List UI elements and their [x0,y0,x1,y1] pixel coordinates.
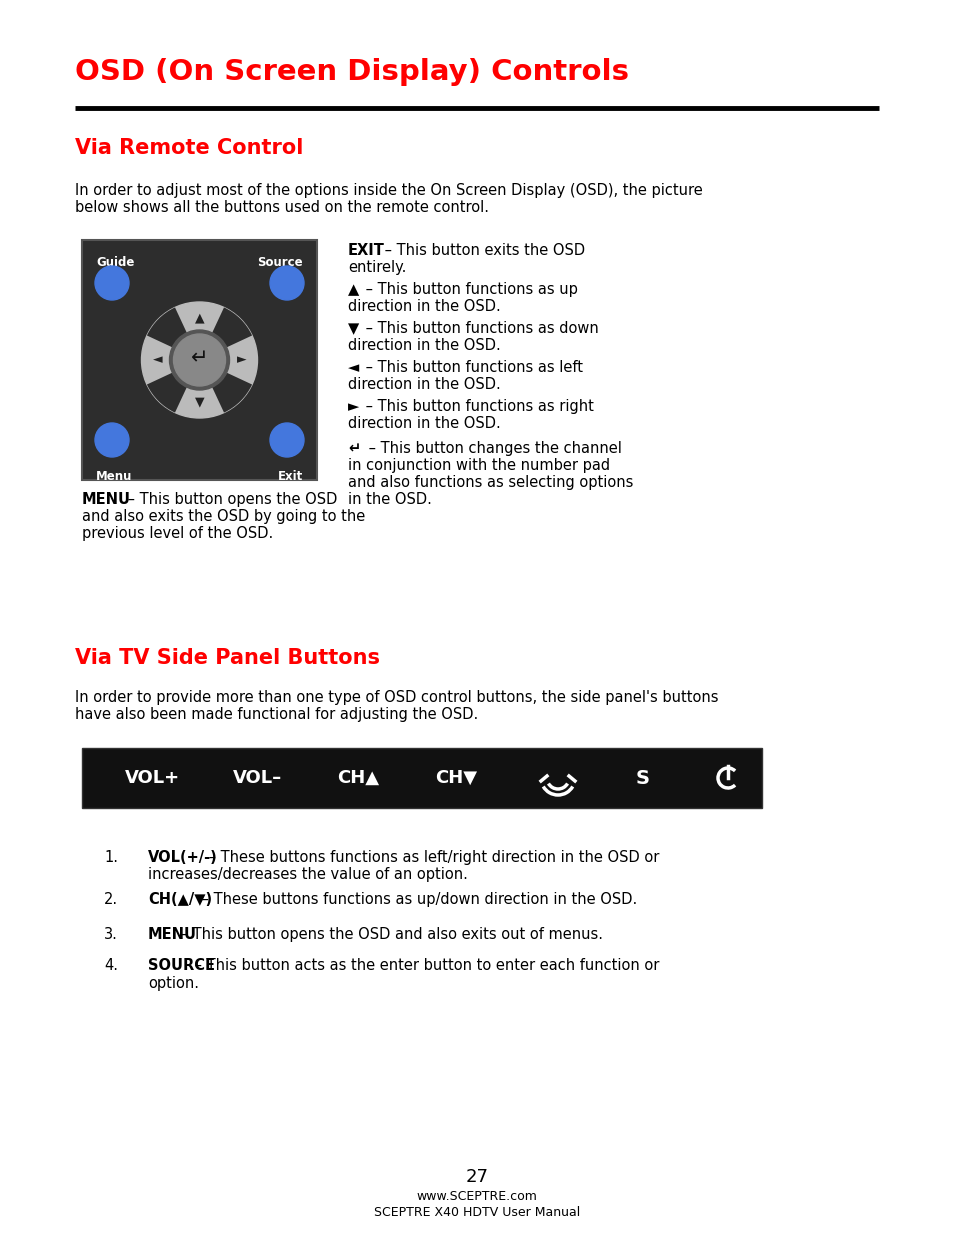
Text: EXIT: EXIT [348,243,384,258]
Text: www.SCEPTRE.com: www.SCEPTRE.com [416,1191,537,1203]
Text: 2.: 2. [104,892,118,906]
Text: MENU: MENU [82,492,131,508]
Circle shape [270,266,304,300]
Text: – This button functions as right: – This button functions as right [360,399,594,414]
Text: – These buttons functions as up/down direction in the OSD.: – These buttons functions as up/down dir… [196,892,637,906]
Circle shape [95,424,129,457]
Text: – This button opens the OSD and also exits out of menus.: – This button opens the OSD and also exi… [175,927,602,942]
Text: below shows all the buttons used on the remote control.: below shows all the buttons used on the … [75,200,489,215]
Text: ↵: ↵ [348,441,360,456]
Text: 4.: 4. [104,958,118,973]
Text: – This button functions as down: – This button functions as down [360,321,598,336]
Text: ▲: ▲ [194,311,204,325]
Circle shape [710,761,744,795]
Text: VOL+: VOL+ [124,769,179,787]
Text: increases/decreases the value of an option.: increases/decreases the value of an opti… [148,867,467,883]
Text: S: S [636,768,649,788]
Text: ▲: ▲ [348,282,359,296]
Text: CH(▲/▼): CH(▲/▼) [148,892,212,906]
Text: – This button opens the OSD: – This button opens the OSD [123,492,337,508]
Circle shape [270,424,304,457]
Text: ►: ► [348,399,359,414]
Text: ↵: ↵ [191,348,208,368]
Text: 1.: 1. [104,850,118,864]
Text: ▼: ▼ [194,395,204,409]
Text: – This button functions as left: – This button functions as left [360,359,582,375]
Wedge shape [147,308,199,359]
Text: SCEPTRE X40 HDTV User Manual: SCEPTRE X40 HDTV User Manual [374,1207,579,1219]
Circle shape [141,303,257,417]
Text: have also been made functional for adjusting the OSD.: have also been made functional for adjus… [75,706,477,722]
Text: Exit: Exit [277,471,303,483]
Text: CH▼: CH▼ [435,769,476,787]
Text: in the OSD.: in the OSD. [348,492,432,508]
Wedge shape [147,359,199,412]
Text: Via TV Side Panel Buttons: Via TV Side Panel Buttons [75,648,379,668]
Text: In order to provide more than one type of OSD control buttons, the side panel's : In order to provide more than one type o… [75,690,718,705]
Text: MENU: MENU [148,927,196,942]
Text: OSD (On Screen Display) Controls: OSD (On Screen Display) Controls [75,58,628,86]
Circle shape [170,330,230,390]
Text: ►: ► [236,353,246,367]
Circle shape [625,761,659,795]
Text: 27: 27 [465,1168,488,1186]
Text: In order to adjust most of the options inside the On Screen Display (OSD), the p: In order to adjust most of the options i… [75,183,702,198]
Text: ▼: ▼ [348,321,359,336]
Text: – This button acts as the enter button to enter each function or: – This button acts as the enter button t… [190,958,659,973]
FancyBboxPatch shape [82,240,316,480]
Text: – This button changes the channel: – This button changes the channel [364,441,621,456]
Text: 3.: 3. [104,927,118,942]
Text: VOL–: VOL– [233,769,282,787]
Text: direction in the OSD.: direction in the OSD. [348,377,500,391]
Text: in conjunction with the number pad: in conjunction with the number pad [348,458,610,473]
Text: previous level of the OSD.: previous level of the OSD. [82,526,273,541]
Text: and also exits the OSD by going to the: and also exits the OSD by going to the [82,509,365,524]
Text: – This button functions as up: – This button functions as up [360,282,578,296]
Text: Source: Source [257,256,303,269]
Text: CH▲: CH▲ [336,769,378,787]
Text: direction in the OSD.: direction in the OSD. [348,299,500,314]
Circle shape [95,266,129,300]
Text: direction in the OSD.: direction in the OSD. [348,338,500,353]
Text: ◄: ◄ [348,359,359,375]
Wedge shape [199,359,252,412]
Wedge shape [199,308,252,359]
Text: Menu: Menu [96,471,132,483]
Text: – This button exits the OSD: – This button exits the OSD [379,243,584,258]
Text: and also functions as selecting options: and also functions as selecting options [348,475,633,490]
Text: SOURCE: SOURCE [148,958,214,973]
Text: direction in the OSD.: direction in the OSD. [348,416,500,431]
Text: option.: option. [148,976,199,990]
Circle shape [173,333,225,387]
FancyBboxPatch shape [82,748,761,808]
Text: VOL(+/-): VOL(+/-) [148,850,217,864]
Text: – These buttons functions as left/right direction in the OSD or: – These buttons functions as left/right … [204,850,659,864]
Text: entirely.: entirely. [348,261,406,275]
Text: ◄: ◄ [152,353,162,367]
Text: Via Remote Control: Via Remote Control [75,138,303,158]
Text: Guide: Guide [96,256,134,269]
